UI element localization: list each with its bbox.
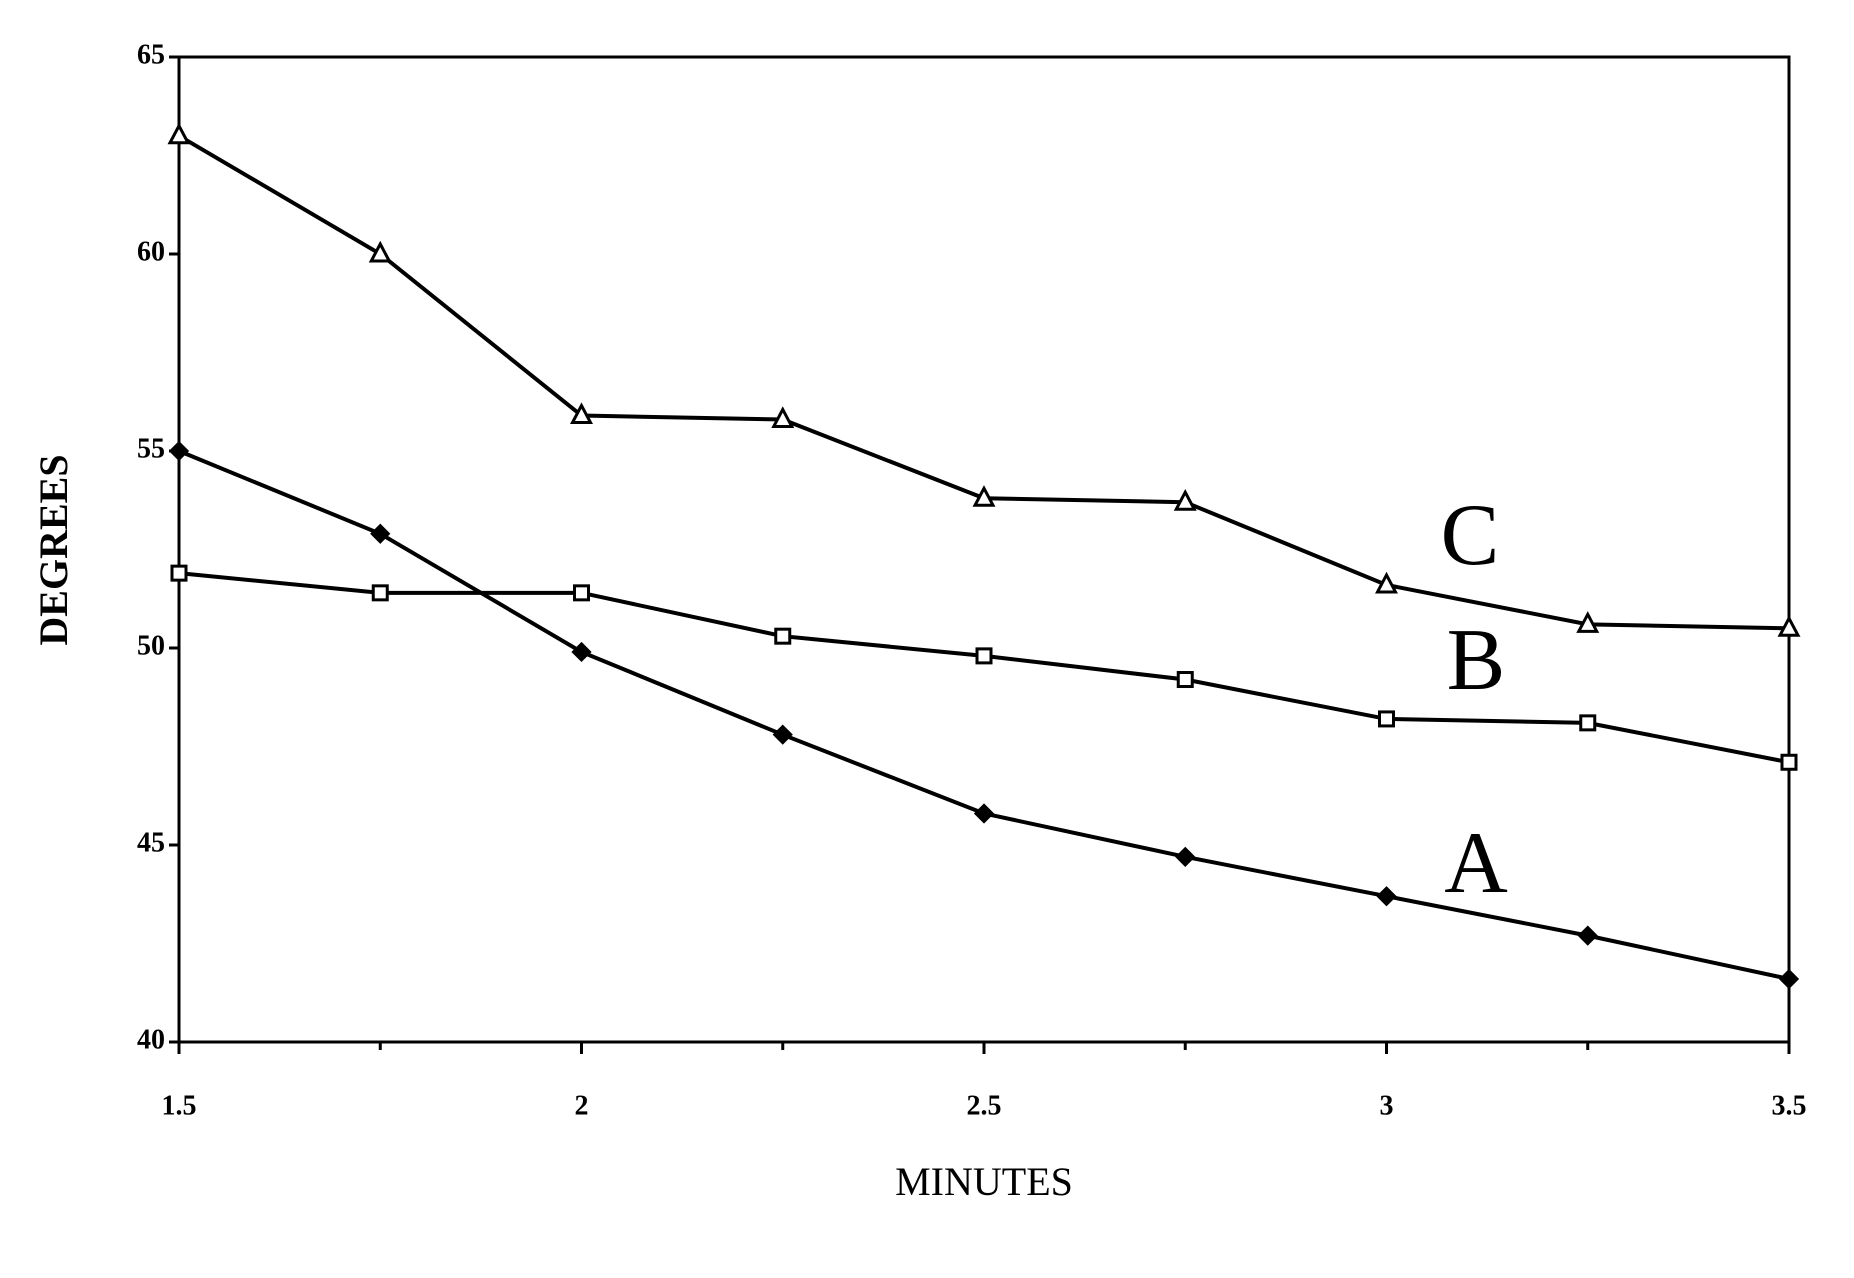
chart: MINUTES DEGREES 40 45 50 55 60 65 1.5 2 2.5 3 3.5 A… bbox=[0, 0, 1854, 1278]
point bbox=[373, 586, 387, 600]
y-tick-label: 65 bbox=[137, 39, 165, 70]
x-axis-label: MINUTES bbox=[895, 1159, 1073, 1204]
series-line bbox=[179, 573, 1789, 762]
x-tick-label: 3 bbox=[1380, 1090, 1394, 1121]
point bbox=[172, 566, 186, 580]
point bbox=[171, 443, 187, 459]
point bbox=[1380, 712, 1394, 726]
plot-frame bbox=[179, 57, 1789, 1042]
point bbox=[977, 649, 991, 663]
point bbox=[1580, 928, 1596, 944]
y-tick-label: 60 bbox=[137, 236, 165, 267]
point bbox=[775, 727, 791, 743]
point bbox=[575, 586, 589, 600]
point bbox=[1177, 849, 1193, 865]
point bbox=[1581, 716, 1595, 730]
point bbox=[1782, 755, 1796, 769]
point bbox=[776, 629, 790, 643]
series-label: A bbox=[1444, 815, 1508, 912]
x-tick-label: 2.5 bbox=[967, 1090, 1002, 1121]
series-label: B bbox=[1447, 612, 1506, 709]
x-tick-label: 3.5 bbox=[1772, 1090, 1807, 1121]
y-tick-label: 55 bbox=[137, 433, 165, 464]
x-tick-label: 2 bbox=[575, 1090, 589, 1121]
y-tick-label: 40 bbox=[137, 1024, 165, 1055]
point bbox=[1178, 673, 1192, 687]
point bbox=[170, 126, 188, 143]
y-axis-label: DEGREES bbox=[31, 454, 76, 645]
point bbox=[1379, 888, 1395, 904]
series-label: C bbox=[1441, 487, 1500, 584]
point bbox=[976, 805, 992, 821]
series-line bbox=[179, 136, 1789, 629]
y-tick-label: 50 bbox=[137, 630, 165, 661]
y-tick-label: 45 bbox=[137, 827, 165, 858]
point bbox=[1781, 971, 1797, 987]
x-tick-label: 1.5 bbox=[162, 1090, 197, 1121]
series-line bbox=[179, 451, 1789, 979]
page: MINUTES DEGREES 40 45 50 55 60 65 1.5 2 2.5 3 3.5 A… bbox=[0, 0, 1854, 1278]
